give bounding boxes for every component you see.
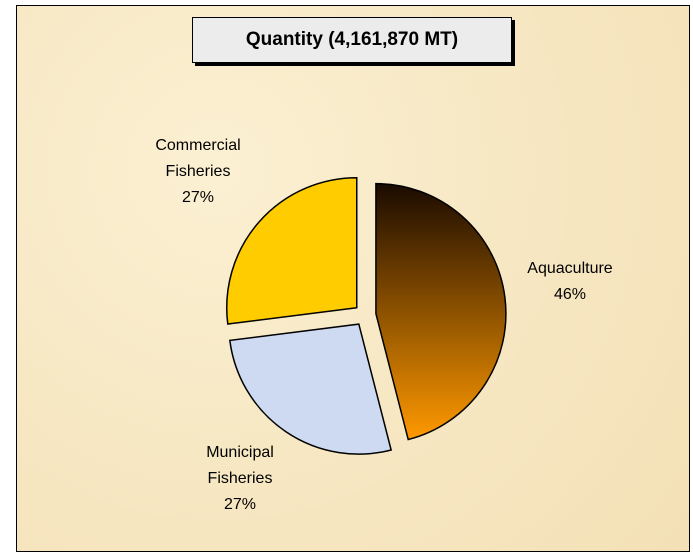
chart-title: Quantity (4,161,870 MT) — [192, 17, 512, 63]
slice-label: Commercial Fisheries — [155, 137, 241, 180]
slice-label: Municipal Fisheries — [206, 444, 274, 487]
slice-label: Aquaculture — [527, 260, 613, 277]
pie-slice — [229, 323, 393, 455]
pie-slice — [375, 182, 507, 441]
slice-value: 27% — [181, 189, 215, 206]
slice-value: 27% — [223, 496, 257, 513]
slice-value: 46% — [553, 286, 587, 303]
pie-slice — [226, 176, 358, 325]
